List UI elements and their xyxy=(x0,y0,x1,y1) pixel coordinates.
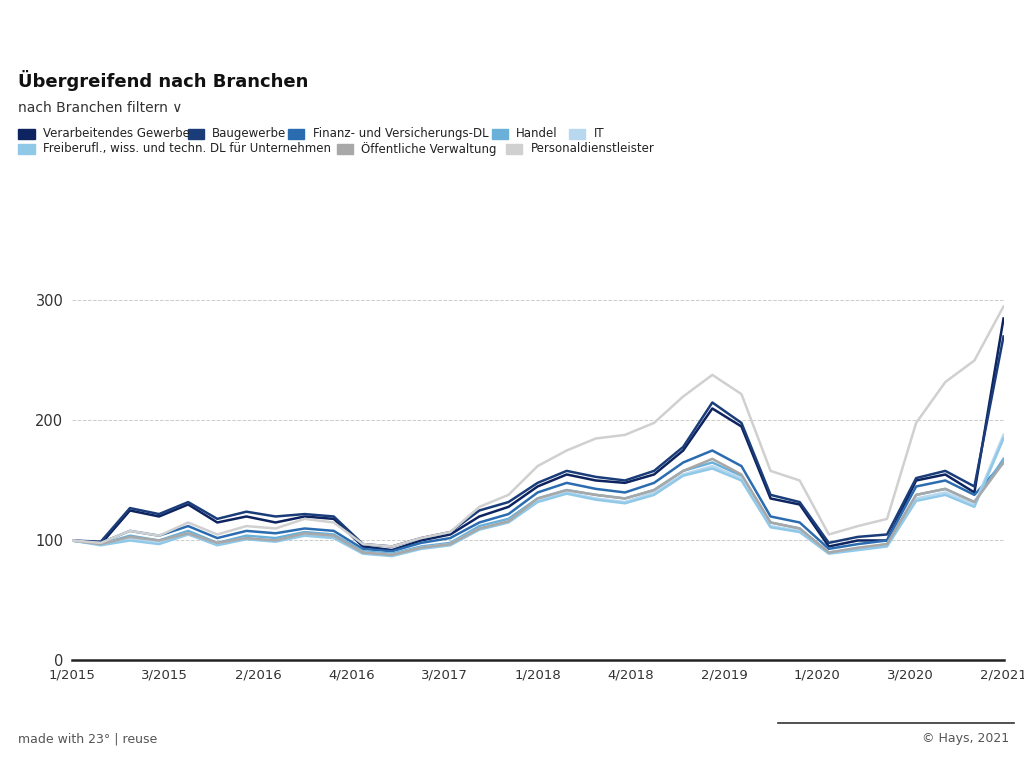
Text: made with 23° | reuse: made with 23° | reuse xyxy=(18,733,158,745)
Text: Finanz- und Versicherungs-DL: Finanz- und Versicherungs-DL xyxy=(312,127,488,140)
Text: nach Branchen filtern ∨: nach Branchen filtern ∨ xyxy=(18,101,183,114)
Text: Baugewerbe: Baugewerbe xyxy=(212,127,287,140)
Text: IT: IT xyxy=(594,127,604,140)
Text: © Hays, 2021: © Hays, 2021 xyxy=(922,733,1009,745)
Text: Verarbeitendes Gewerbe: Verarbeitendes Gewerbe xyxy=(43,127,189,140)
Text: Öffentliche Verwaltung: Öffentliche Verwaltung xyxy=(361,142,497,156)
Text: Freiberufl., wiss. und techn. DL für Unternehmen: Freiberufl., wiss. und techn. DL für Unt… xyxy=(43,143,331,155)
Text: Personaldienstleister: Personaldienstleister xyxy=(530,143,654,155)
Text: Übergreifend nach Branchen: Übergreifend nach Branchen xyxy=(18,70,309,91)
Text: Handel: Handel xyxy=(516,127,558,140)
Text: HAYS-FACHKRÄFTE-INDEX DEUTSCHLAND: HAYS-FACHKRÄFTE-INDEX DEUTSCHLAND xyxy=(18,26,568,51)
